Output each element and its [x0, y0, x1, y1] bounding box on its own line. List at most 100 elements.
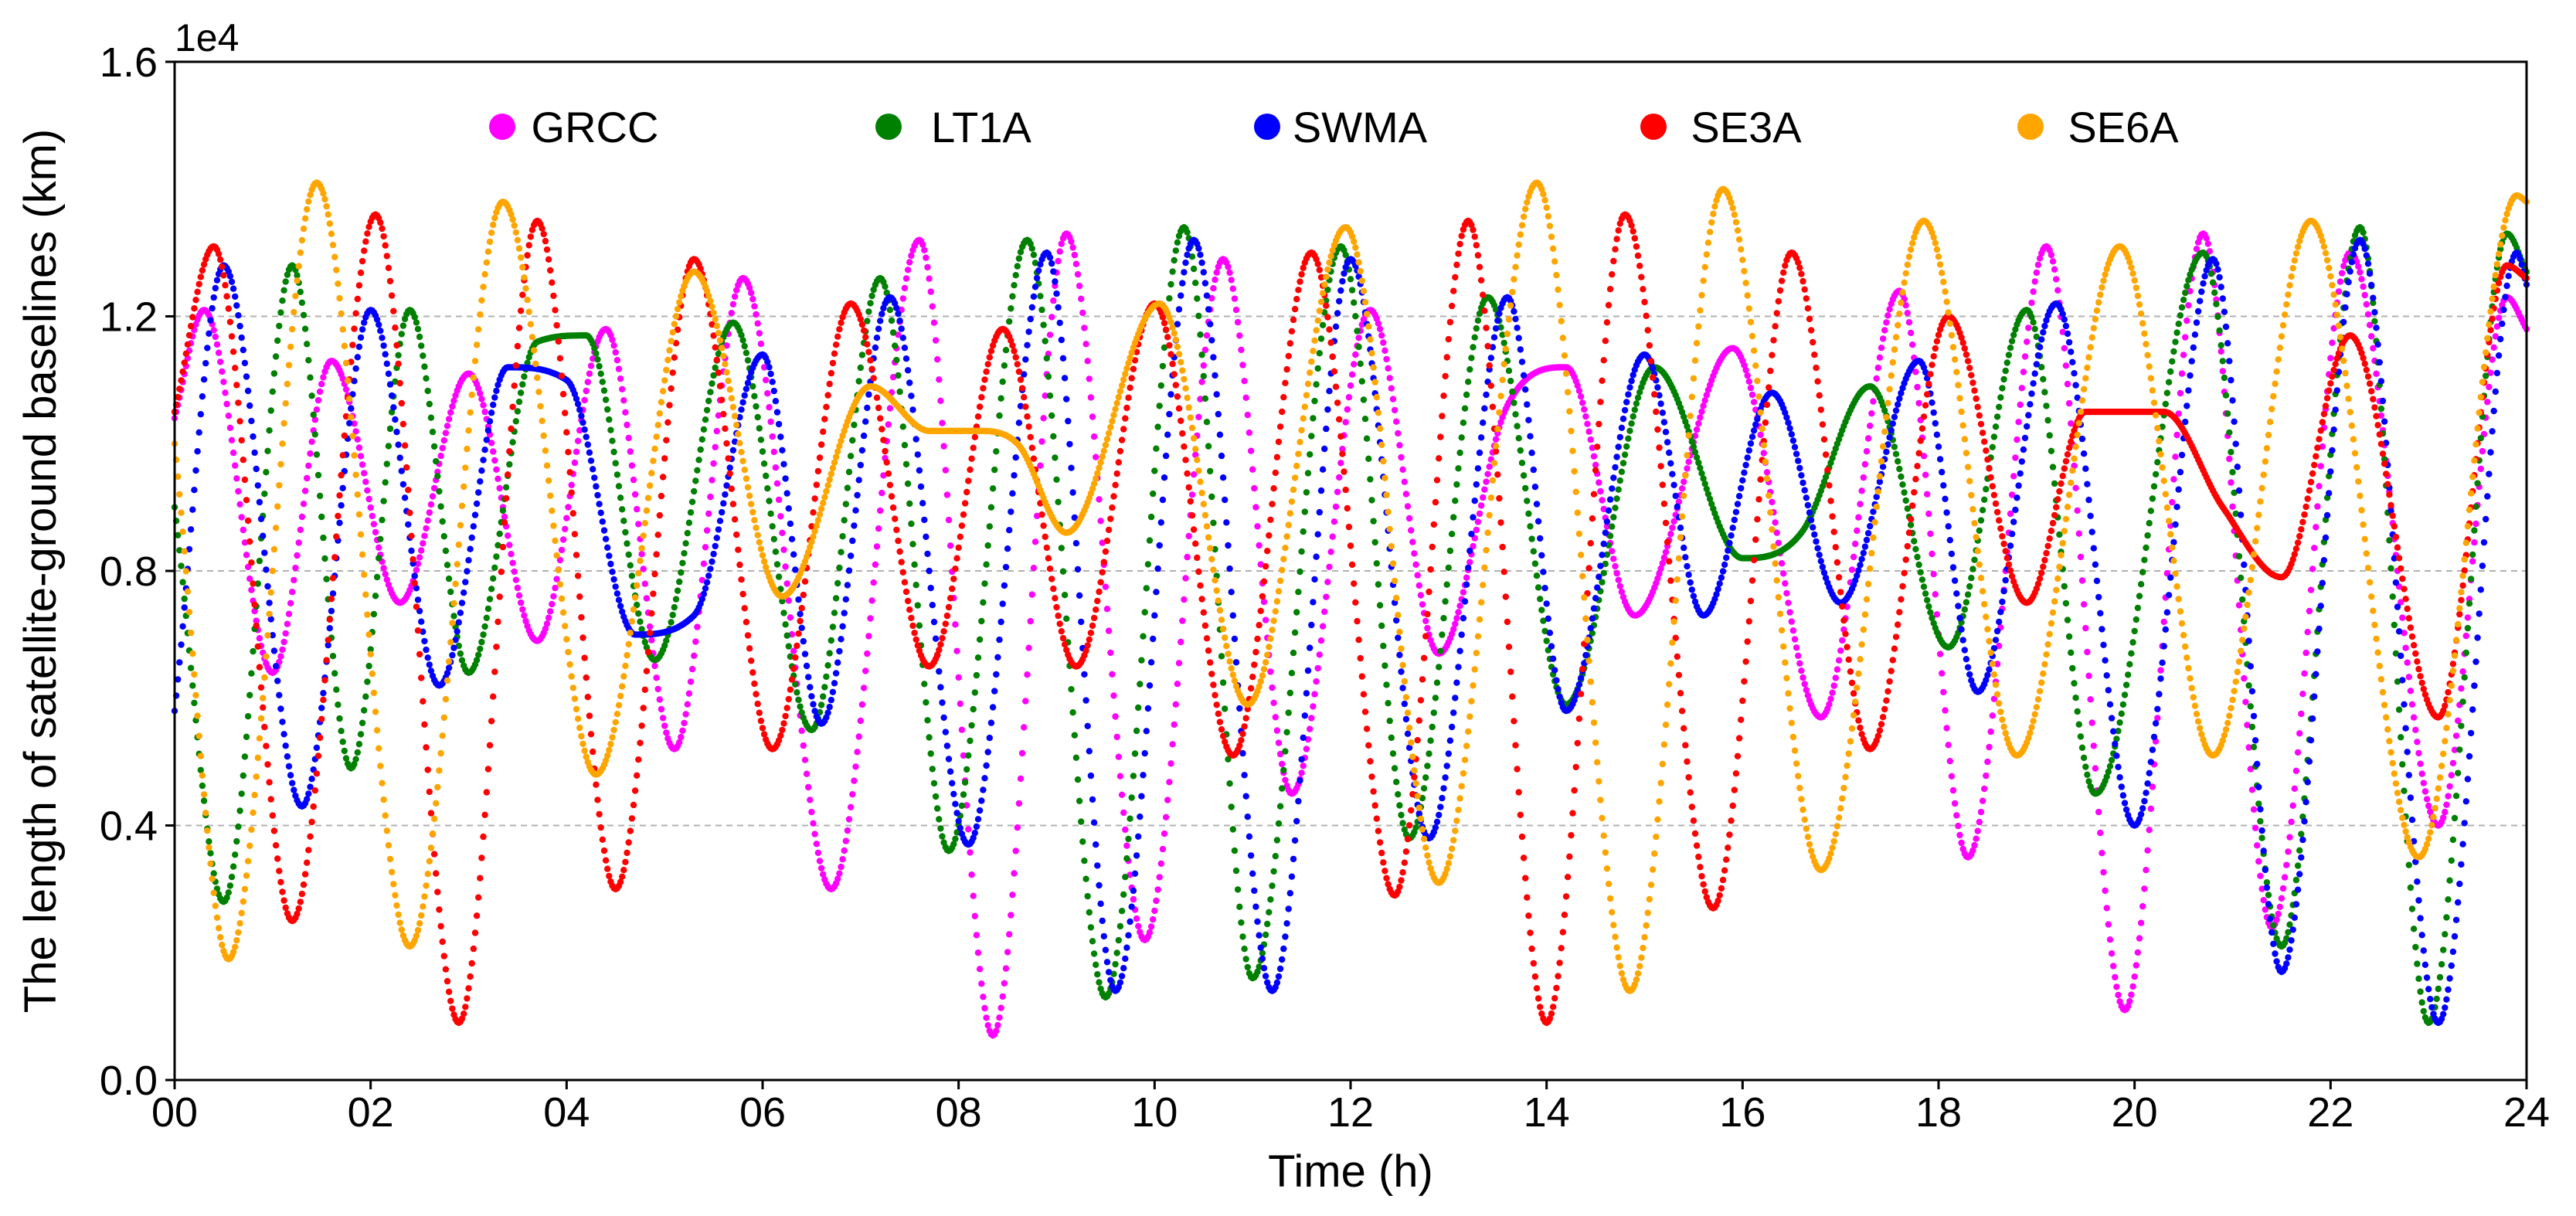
data-point-lt1a	[1244, 963, 1252, 971]
data-point-grcc	[805, 783, 812, 791]
data-point-lt1a	[313, 451, 321, 458]
data-point-swma	[2018, 458, 2025, 465]
data-point-lt1a	[908, 520, 915, 528]
data-point-grcc	[756, 330, 763, 337]
data-point-grcc	[1581, 406, 1588, 413]
data-point-grcc	[1956, 831, 1963, 839]
data-point-grcc	[2245, 744, 2252, 751]
data-point-se3a	[709, 321, 715, 328]
data-point-swma	[838, 636, 845, 643]
data-point-se3a	[277, 878, 284, 886]
data-point-se3a	[276, 868, 283, 875]
data-point-lt1a	[924, 717, 931, 724]
data-point-lt1a	[2134, 604, 2142, 612]
data-point-lt1a	[187, 664, 195, 671]
data-point-lt1a	[599, 379, 606, 386]
data-point-swma	[1097, 900, 1104, 908]
data-point-lt1a	[1881, 407, 1888, 414]
data-point-lt1a	[671, 603, 678, 611]
data-point-lt1a	[2370, 299, 2377, 307]
data-point-se3a	[545, 256, 552, 263]
data-point-lt1a	[1072, 754, 1080, 761]
data-point-lt1a	[1511, 399, 1517, 406]
data-point-swma	[854, 491, 861, 499]
data-point-grcc	[228, 436, 236, 443]
data-point-lt1a	[1002, 347, 1010, 354]
data-point-swma	[2408, 817, 2416, 824]
data-point-grcc	[713, 427, 720, 435]
data-point-grcc	[1902, 302, 1909, 309]
data-point-grcc	[963, 802, 970, 809]
data-point-lt1a	[612, 460, 619, 467]
data-point-grcc	[1984, 758, 1991, 766]
data-point-swma	[2116, 774, 2123, 781]
data-point-swma	[478, 467, 485, 474]
data-point-lt1a	[475, 651, 482, 658]
data-point-lt1a	[2232, 510, 2239, 518]
data-point-swma	[2448, 962, 2455, 970]
data-point-grcc	[1695, 420, 1702, 427]
data-point-se3a	[414, 627, 422, 634]
data-point-lt1a	[1531, 560, 1539, 567]
data-point-grcc	[1351, 361, 1358, 368]
data-point-grcc	[1618, 588, 1626, 596]
data-point-se3a	[395, 360, 402, 368]
data-point-lt1a	[2051, 480, 2058, 487]
data-point-grcc	[1660, 554, 1668, 562]
data-point-lt1a	[637, 618, 644, 625]
data-point-grcc	[519, 606, 526, 613]
data-point-lt1a	[2389, 593, 2396, 600]
data-point-lt1a	[274, 337, 281, 345]
data-point-grcc	[746, 284, 753, 291]
data-point-grcc	[1252, 504, 1259, 511]
data-point-se3a	[493, 644, 500, 650]
data-point-swma	[1164, 431, 1171, 438]
data-point-swma	[2348, 259, 2355, 266]
data-point-se3a	[424, 766, 431, 773]
data-point-swma	[2255, 783, 2262, 790]
data-point-grcc	[780, 546, 787, 553]
data-point-swma	[1151, 612, 1158, 619]
data-point-grcc	[2262, 906, 2268, 913]
data-point-swma	[2191, 331, 2199, 338]
data-point-lt1a	[2012, 326, 2019, 333]
data-point-grcc	[2421, 788, 2429, 795]
data-point-se3a	[333, 533, 340, 540]
data-point-lt1a	[244, 713, 252, 720]
data-point-grcc	[1860, 474, 1867, 481]
series-layer	[171, 179, 2530, 1039]
data-point-swma	[1788, 431, 1795, 438]
data-point-lt1a	[329, 653, 337, 660]
data-point-lt1a	[783, 632, 790, 639]
data-point-grcc	[703, 527, 711, 534]
data-point-grcc	[571, 459, 579, 467]
data-point-grcc	[1417, 592, 1425, 599]
data-point-swma	[1589, 615, 1596, 622]
data-point-grcc	[383, 576, 390, 583]
data-point-se3a	[669, 369, 676, 376]
data-point-grcc	[757, 340, 765, 348]
data-point-se3a	[937, 641, 944, 648]
data-point-se3a	[1120, 426, 1127, 433]
data-point-swma	[1069, 489, 1076, 496]
data-point-grcc	[902, 275, 910, 282]
data-point-lt1a	[2229, 469, 2236, 476]
data-point-lt1a	[613, 471, 621, 478]
data-point-swma	[1718, 574, 1725, 581]
data-point-lt1a	[1087, 924, 1095, 931]
data-point-se3a	[644, 648, 652, 656]
data-point-swma	[2285, 954, 2292, 961]
data-point-swma	[1291, 837, 1299, 844]
data-point-swma	[1577, 674, 1585, 681]
data-point-lt1a	[517, 389, 525, 396]
data-point-se3a	[814, 467, 822, 475]
data-point-grcc	[1381, 347, 1388, 354]
data-point-se3a	[584, 694, 591, 701]
data-point-swma	[1861, 543, 1869, 550]
data-point-lt1a	[1396, 802, 1403, 809]
data-point-lt1a	[2056, 531, 2063, 538]
data-point-lt1a	[1203, 419, 1211, 426]
data-point-lt1a	[899, 423, 907, 430]
data-point-lt1a	[1385, 700, 1392, 707]
data-point-grcc	[1799, 674, 1806, 681]
